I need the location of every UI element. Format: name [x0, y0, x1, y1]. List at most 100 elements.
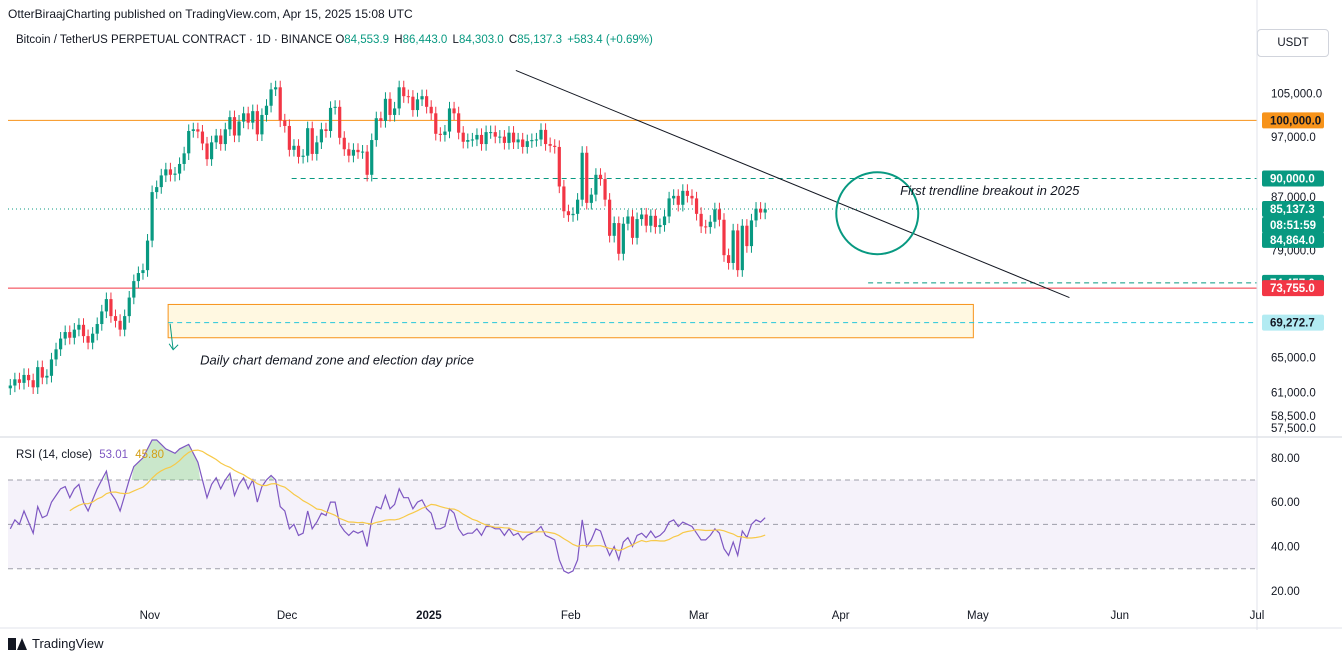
candle — [168, 162, 173, 182]
price-tag-label: 85,137.3 — [1270, 204, 1315, 216]
candle-body — [196, 129, 200, 132]
candle — [379, 111, 383, 128]
candle — [699, 207, 703, 234]
rsi-tick-label-2: 40.00 — [1271, 542, 1300, 554]
candle — [690, 189, 694, 206]
candle-body — [228, 117, 232, 130]
candle-body — [145, 240, 150, 271]
candle-body — [356, 149, 360, 153]
symbol-name[interactable]: Bitcoin / TetherUS PERPETUAL CONTRACT · … — [16, 34, 333, 46]
candle — [374, 111, 378, 147]
candle — [630, 209, 635, 245]
candle — [452, 101, 456, 120]
candle — [617, 216, 621, 261]
rsi-legend-label[interactable]: RSI (14, close) — [16, 449, 93, 461]
candle — [749, 213, 754, 253]
candle-body — [68, 332, 72, 338]
candle-body — [347, 149, 351, 156]
candle-body — [95, 324, 99, 334]
price-tag-box — [1262, 280, 1324, 297]
candle — [200, 124, 205, 151]
candle-body — [13, 379, 17, 386]
candle-body — [493, 132, 497, 137]
candle-body — [81, 324, 86, 337]
trendline-layer — [515, 69, 1070, 299]
candle — [173, 167, 177, 182]
candle — [49, 352, 54, 383]
candle-body — [411, 96, 415, 111]
candle-body — [612, 223, 616, 236]
candle-body — [219, 135, 223, 145]
candle — [246, 106, 250, 130]
candle — [553, 139, 557, 154]
candle — [708, 215, 712, 234]
candle — [214, 128, 218, 149]
candle — [310, 121, 314, 161]
candle-body — [59, 338, 63, 350]
descending-trendline — [515, 69, 1070, 299]
candle-body — [173, 173, 177, 175]
candle-body — [63, 332, 67, 339]
currency-unit-button[interactable]: USDT — [1257, 29, 1329, 57]
candle — [63, 325, 67, 346]
candle — [443, 124, 447, 142]
candle — [722, 213, 726, 262]
candle — [548, 137, 552, 153]
candle-body — [685, 190, 690, 196]
candle — [420, 89, 424, 107]
rsi-ma-legend-value: 45.80 — [135, 449, 165, 461]
price-tag-box — [1262, 170, 1324, 187]
candle — [726, 248, 731, 270]
price-tag-box — [1262, 314, 1324, 331]
candle-body — [621, 223, 625, 254]
candle-body — [626, 216, 630, 224]
candle-body — [86, 336, 90, 343]
candle — [635, 212, 639, 245]
candle-body — [466, 140, 470, 142]
candle-body — [365, 151, 369, 175]
candle — [731, 223, 735, 270]
candle-body — [726, 255, 731, 263]
candle-body — [383, 98, 388, 121]
candle — [415, 92, 420, 117]
candle-body — [155, 187, 159, 193]
close-label: C — [508, 34, 518, 46]
candle-body — [754, 208, 758, 221]
candle-body — [649, 215, 653, 226]
candle — [589, 188, 593, 210]
candle-body — [164, 169, 168, 176]
candle — [612, 216, 616, 243]
candle — [653, 209, 657, 234]
price-tag-box — [1262, 201, 1324, 218]
annotations-layer: First trendline breakout in 2025 Daily ch… — [168, 171, 1080, 368]
candle-body — [242, 113, 246, 122]
time-axis: Nov Dec 2025 Feb Mar Apr May Jun Jul — [140, 610, 1265, 622]
time-tick-label-4: Mar — [689, 610, 709, 622]
candle-body — [644, 214, 648, 226]
candle-body — [177, 163, 182, 174]
candle-body — [191, 129, 195, 131]
candle — [438, 127, 442, 142]
candle — [566, 204, 571, 222]
candle — [40, 360, 44, 385]
candle — [31, 373, 35, 394]
candle — [658, 218, 662, 234]
candle-body — [274, 87, 278, 90]
annotation-text-1: Daily chart demand zone and election day… — [200, 353, 474, 368]
candle-body — [420, 96, 424, 100]
price-tick-label-hidden-2: 57,500.0 — [1271, 423, 1316, 435]
candle — [489, 125, 493, 139]
candle-body — [704, 226, 708, 228]
candle-body — [168, 169, 173, 175]
candle-body — [232, 117, 237, 136]
candle-body — [113, 316, 118, 321]
candle-body — [406, 96, 410, 98]
candle — [8, 378, 12, 395]
tradingview-logo[interactable]: TradingView — [8, 636, 104, 651]
candle — [644, 207, 648, 233]
candle-body — [351, 149, 356, 156]
rsi-ma-line — [69, 449, 766, 552]
rsi-tick-label-0: 80.00 — [1271, 453, 1300, 465]
candle-body — [708, 221, 712, 228]
